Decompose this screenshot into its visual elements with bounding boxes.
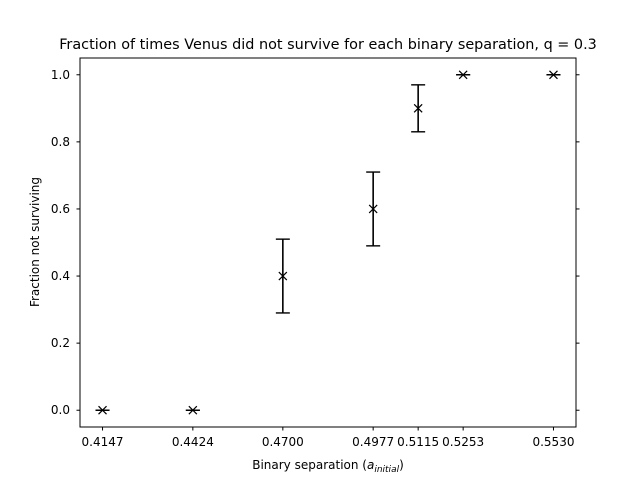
y-axis-ticks: 0.0 0.2 0.4 0.6 0.8 1.0 <box>51 68 580 417</box>
data-point <box>366 171 381 247</box>
x-marker <box>188 405 198 415</box>
x-tick-label: 0.5253 <box>442 435 484 449</box>
plot-area <box>95 70 561 415</box>
x-tick-label: 0.5115 <box>397 435 439 449</box>
data-point <box>456 70 471 80</box>
x-tick-label: 0.5530 <box>532 435 574 449</box>
x-marker <box>413 103 423 113</box>
plot-frame <box>79 57 577 428</box>
x-axis-label-close: ) <box>399 458 404 472</box>
y-tick-label: 0.6 <box>51 202 70 216</box>
x-marker <box>368 204 378 214</box>
data-point <box>275 238 290 314</box>
data-point <box>185 405 200 415</box>
y-tick-label: 0.0 <box>51 403 70 417</box>
y-tick-label: 1.0 <box>51 68 70 82</box>
x-axis-label-symbol: a <box>367 458 374 472</box>
x-tick-label: 0.4700 <box>262 435 304 449</box>
x-tick-label: 0.4147 <box>82 435 124 449</box>
x-axis-ticks: 0.4147 0.4424 0.4700 0.4977 0.5115 0.5253 0.55… <box>82 427 574 449</box>
x-tick-label: 0.4977 <box>352 435 394 449</box>
x-tick-label: 0.4424 <box>172 435 214 449</box>
y-tick-label: 0.8 <box>51 135 70 149</box>
x-marker <box>278 271 288 281</box>
y-tick-label: 0.4 <box>51 269 70 283</box>
y-tick-label: 0.2 <box>51 336 70 350</box>
x-axis-label-main: Binary separation ( <box>252 458 367 472</box>
data-point <box>546 70 561 80</box>
chart-title: Fraction of times Venus did not survive … <box>59 37 597 53</box>
data-point <box>95 405 110 415</box>
data-point <box>411 84 426 133</box>
x-axis-label: Binary separation (ainitial) <box>252 458 404 475</box>
x-marker <box>98 405 107 415</box>
y-axis-label: Fraction not surviving <box>28 177 42 307</box>
x-marker <box>549 70 558 80</box>
x-marker <box>458 70 468 80</box>
x-axis-label-subscript: initial <box>374 465 399 475</box>
